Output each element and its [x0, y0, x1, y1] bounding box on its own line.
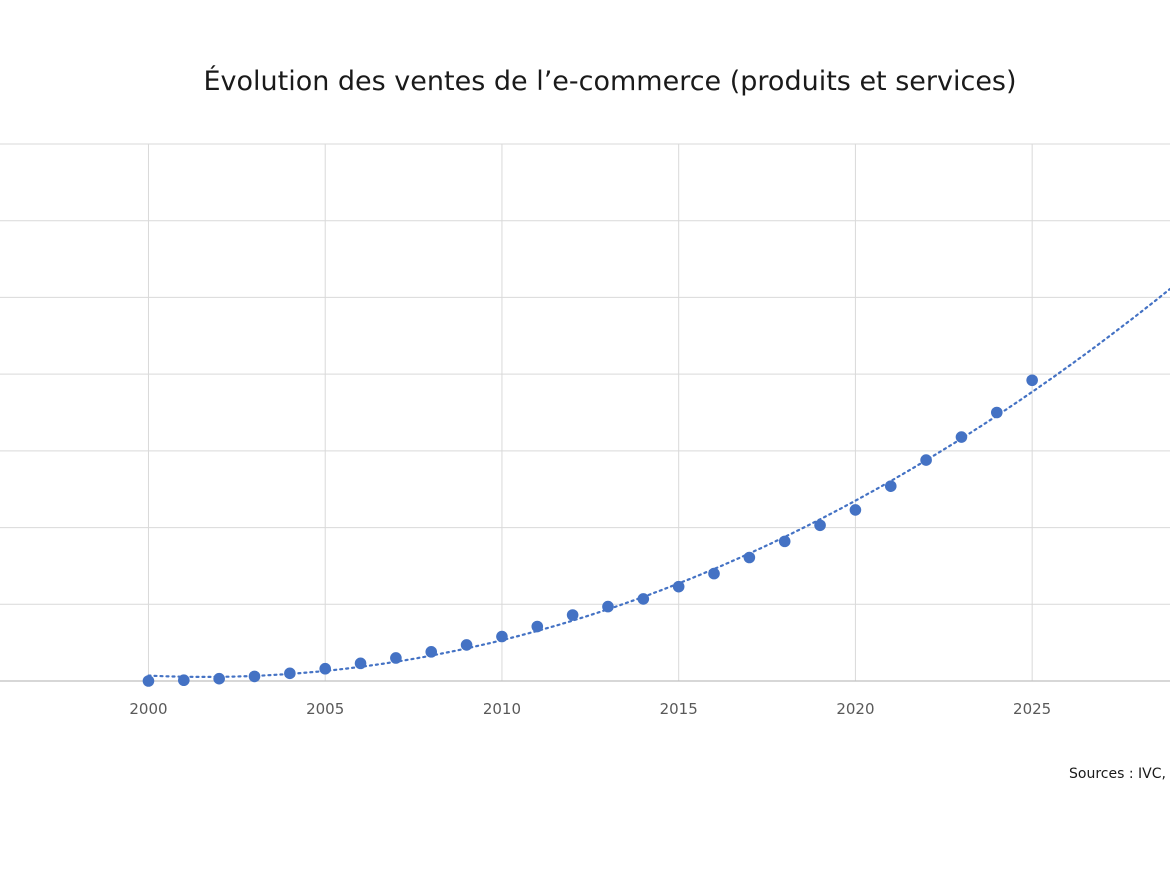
data-point	[884, 480, 897, 492]
data-point	[496, 630, 508, 643]
x-tick-label: 2000	[129, 700, 167, 718]
x-tick-label: 2005	[306, 700, 344, 718]
data-point	[814, 519, 826, 532]
data-point	[531, 620, 544, 633]
data-point	[637, 593, 650, 605]
data-point	[1026, 374, 1038, 387]
data-point	[213, 672, 225, 685]
data-point	[708, 567, 720, 580]
x-tick-label: 2010	[483, 700, 521, 718]
data-point	[248, 670, 261, 683]
data-point	[778, 535, 791, 548]
chart-title: Évolution des ventes de l’e-commerce (pr…	[203, 66, 1017, 97]
data-point	[425, 646, 438, 658]
x-tick-labels: 2000 2005 2010 2015 2020 2025	[129, 700, 1051, 718]
data-point	[602, 600, 614, 613]
trendline	[147, 287, 1170, 678]
x-tick-label: 2015	[660, 700, 698, 718]
data-point	[354, 657, 367, 670]
data-point	[142, 675, 155, 687]
data-point	[672, 580, 685, 593]
source-note: Sources : IVC,	[1069, 766, 1166, 782]
data-point	[955, 431, 968, 443]
x-tick-label: 2020	[836, 700, 874, 718]
x-tick-label: 2025	[1013, 700, 1051, 718]
data-point	[178, 674, 190, 687]
data-point	[460, 639, 473, 651]
data-point	[849, 504, 862, 516]
data-point	[390, 652, 402, 664]
data-point	[920, 454, 932, 466]
data-point	[743, 551, 756, 564]
data-point	[990, 406, 1003, 419]
data-points	[142, 374, 1038, 687]
data-point	[284, 667, 296, 680]
data-point	[566, 609, 579, 621]
data-point	[319, 662, 331, 675]
